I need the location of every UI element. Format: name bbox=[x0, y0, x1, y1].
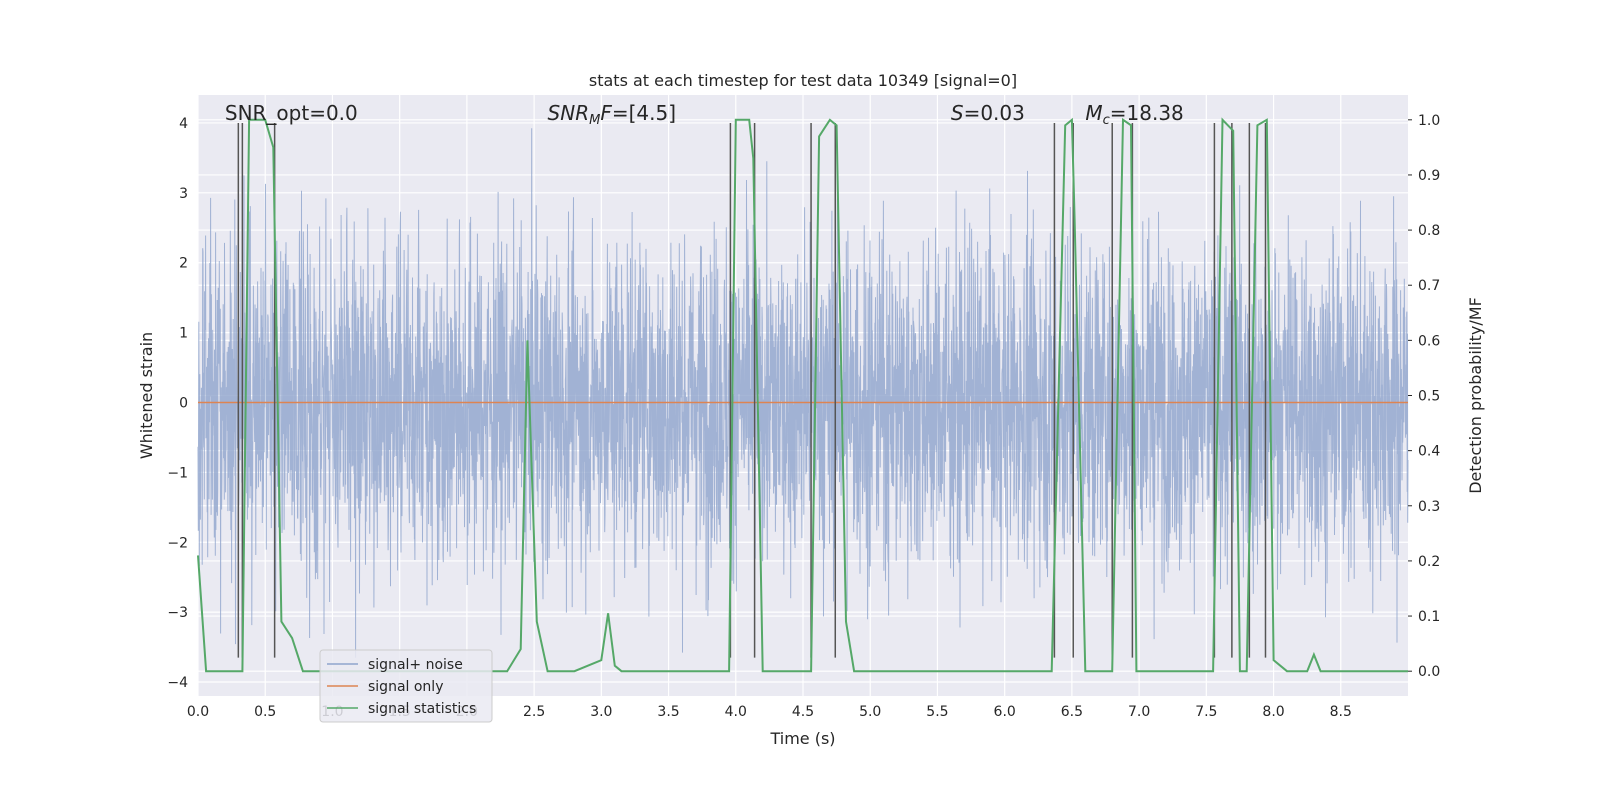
signal-noise-series bbox=[197, 128, 1409, 658]
y-tick-label: 2 bbox=[179, 256, 188, 272]
y2-tick-label: 0.9 bbox=[1418, 168, 1440, 184]
x-tick-label: 4.5 bbox=[792, 704, 814, 720]
x-tick-label: 7.5 bbox=[1195, 704, 1217, 720]
y-tick-label: −3 bbox=[167, 605, 188, 621]
annotation-mc-value: =18.38 bbox=[1110, 101, 1184, 125]
x-tick-label: 8.0 bbox=[1262, 704, 1284, 720]
x-tick-label: 6.5 bbox=[1061, 704, 1083, 720]
x-tick-label: 3.0 bbox=[590, 704, 612, 720]
y2-tick-label: 0.1 bbox=[1418, 609, 1440, 625]
y-tick-label: −4 bbox=[167, 675, 188, 691]
y-tick-label: 0 bbox=[179, 395, 188, 411]
x-tick-label: 7.0 bbox=[1128, 704, 1150, 720]
y2-tick-label: 0.5 bbox=[1418, 389, 1440, 405]
legend-box bbox=[319, 649, 493, 723]
chart-title: stats at each timestep for test data 103… bbox=[589, 71, 1017, 90]
y2-tick-label: 0.3 bbox=[1418, 499, 1440, 515]
x-tick-label: 5.5 bbox=[926, 704, 948, 720]
annotation-mc-symbol: M bbox=[1085, 101, 1102, 125]
y2-tick-label: 0.6 bbox=[1418, 333, 1440, 349]
x-tick-label: 8.5 bbox=[1330, 704, 1352, 720]
y2-tick-label: 0.4 bbox=[1418, 444, 1440, 460]
y2-tick-label: 0.8 bbox=[1418, 223, 1440, 239]
y2-tick-label: 0.0 bbox=[1418, 664, 1440, 680]
y-tick-labels: 4 3 2 1 0 −1 −2 −3 −4 bbox=[167, 116, 188, 691]
x-tick-label: 0.5 bbox=[254, 704, 276, 720]
x-axis-label: Time (s) bbox=[769, 729, 835, 748]
annotation-snr-mf-value: =[4.5] bbox=[612, 101, 676, 125]
y2-tick-label: 1.0 bbox=[1418, 113, 1440, 129]
annotation-snr-opt: SNR_opt=0.0 bbox=[225, 101, 358, 125]
y2-tick-labels: 1.0 0.9 0.8 0.7 0.6 0.5 0.4 0.3 0.2 0.1 0.0 bbox=[1408, 113, 1440, 680]
y-tick-label: −2 bbox=[167, 535, 188, 551]
y2-axis-label: Detection probability/MF bbox=[1466, 297, 1485, 494]
annotation-mc-subscript: c bbox=[1103, 113, 1110, 128]
legend-label-signal-statistics: signal statistics bbox=[368, 701, 476, 717]
annotations: SNR_opt=0.0 SNRMF=[4.5] S=0.03 Mc=18.38 bbox=[225, 101, 1184, 128]
x-tick-label: 4.0 bbox=[725, 704, 747, 720]
y-tick-label: 4 bbox=[179, 116, 188, 132]
annotation-mc: Mc=18.38 bbox=[1085, 101, 1183, 128]
annotation-s: S=0.03 bbox=[951, 101, 1025, 125]
y-axis-label: Whitened strain bbox=[137, 332, 156, 459]
annotation-s-value: =0.03 bbox=[964, 101, 1025, 125]
legend-label-signal-noise: signal+ noise bbox=[368, 657, 463, 673]
annotation-snr-mf-suffix: F bbox=[600, 101, 612, 125]
x-tick-label: 6.0 bbox=[994, 704, 1016, 720]
signal-noise-line bbox=[197, 128, 1409, 658]
x-tick-label: 0.0 bbox=[187, 704, 209, 720]
y2-tick-label: 0.2 bbox=[1418, 554, 1440, 570]
x-tick-labels: 0.00.51.01.52.02.53.03.54.04.55.05.56.06… bbox=[187, 704, 1352, 720]
legend: signal+ noise signal only signal statist… bbox=[319, 649, 493, 723]
y-tick-label: 1 bbox=[179, 326, 188, 342]
y2-tick-label: 0.7 bbox=[1418, 278, 1440, 294]
annotation-snr-mf: SNRMF=[4.5] bbox=[548, 101, 676, 128]
y-tick-label: −1 bbox=[167, 465, 188, 481]
x-tick-label: 5.0 bbox=[859, 704, 881, 720]
y-tick-label: 3 bbox=[179, 186, 188, 202]
x-tick-label: 3.5 bbox=[657, 704, 679, 720]
annotation-s-symbol: S bbox=[951, 101, 964, 125]
x-tick-label: 2.5 bbox=[523, 704, 545, 720]
annotation-snr-mf-symbol: SNR bbox=[548, 101, 590, 125]
annotation-snr-mf-subscript: M bbox=[589, 113, 600, 128]
legend-label-signal-only: signal only bbox=[368, 679, 443, 695]
